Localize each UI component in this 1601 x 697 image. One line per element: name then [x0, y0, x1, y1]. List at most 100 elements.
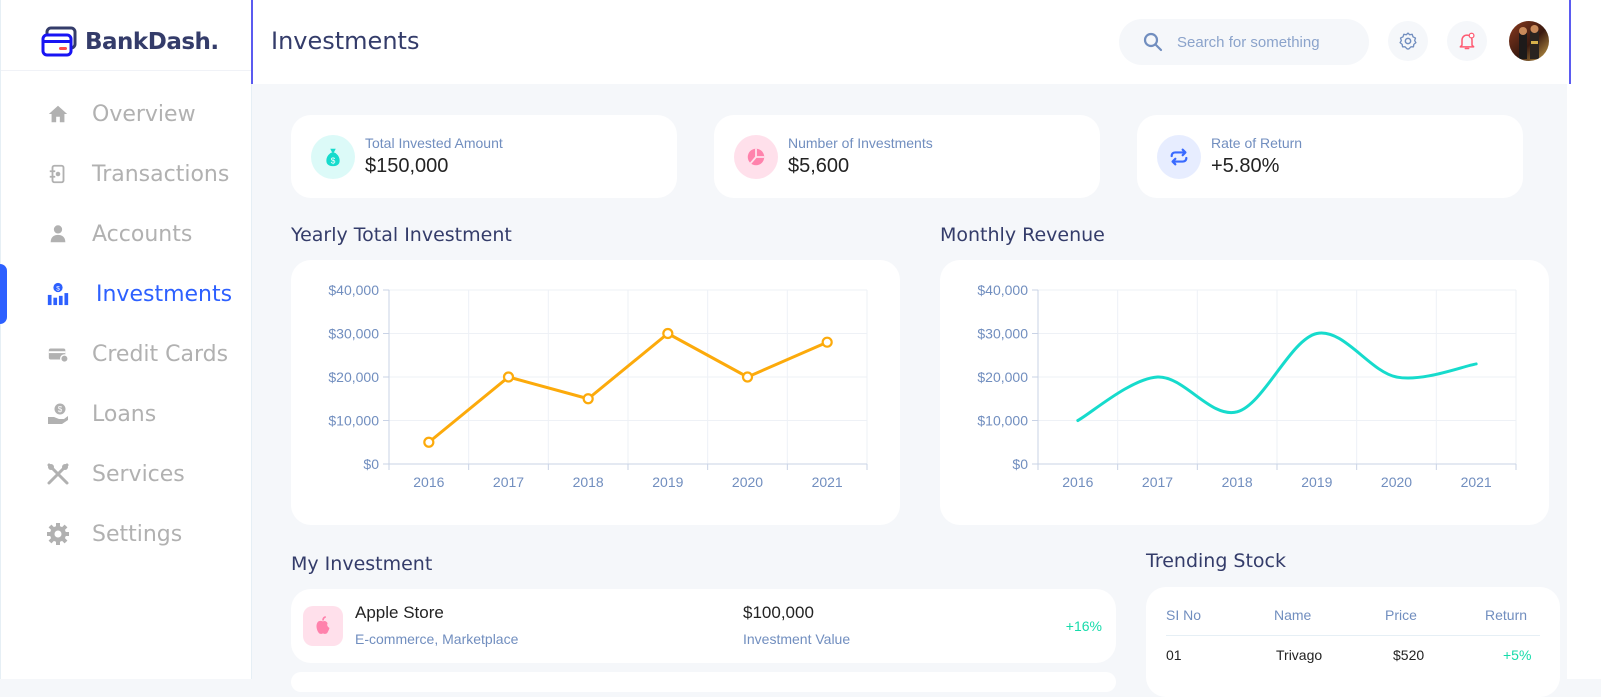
- loan-icon: $: [46, 402, 70, 426]
- sidebar-item-services[interactable]: Services: [1, 444, 251, 504]
- section-title-monthly: Monthly Revenue: [940, 224, 1105, 246]
- sidebar-item-label: Credit Cards: [92, 341, 229, 367]
- monthly-revenue-chart: $0 $10,000 $20,000 $30,000 $40,000 2016 2017 20…: [977, 282, 1517, 490]
- settings-icon: [46, 522, 70, 546]
- pie-chart-icon: [734, 134, 778, 179]
- sidebar-item-label: Loans: [92, 401, 157, 427]
- settings-button[interactable]: [1388, 21, 1428, 61]
- sidebar-item-label: Overview: [92, 101, 196, 127]
- apple-icon: [303, 606, 343, 646]
- search-input[interactable]: [1175, 32, 1359, 52]
- sidebar-item-overview[interactable]: Overview: [1, 84, 251, 144]
- x-tick-label: 2016: [413, 474, 444, 490]
- sidebar-item-accounts[interactable]: Accounts: [1, 204, 251, 264]
- section-title-my-investment: My Investment: [291, 553, 433, 575]
- stat-value: +5.80%: [1211, 155, 1280, 177]
- home-icon: [46, 102, 70, 126]
- x-tick-label: 2021: [1461, 474, 1492, 490]
- yearly-investment-chart-card: $0 $10,000 $20,000 $30,000 $40,000 2016 2017 20…: [291, 260, 900, 525]
- section-title-yearly: Yearly Total Investment: [291, 224, 512, 246]
- column-header-si-no: SI No: [1166, 607, 1202, 623]
- user-photo-icon: [1519, 25, 1539, 59]
- top-header: Investments: [251, 0, 1567, 84]
- money-bag-icon: $: [311, 134, 355, 179]
- investment-return: +16%: [1065, 618, 1102, 634]
- investment-name: Apple Store: [355, 603, 444, 622]
- sidebar-item-investments[interactable]: $ Investments: [0, 264, 251, 324]
- repeat-icon: [1157, 134, 1201, 179]
- user-icon: [46, 222, 70, 246]
- credit-card-icon: [46, 342, 70, 366]
- investment-category: E-commerce, Marketplace: [355, 631, 519, 647]
- sidebar-item-label: Accounts: [92, 221, 193, 247]
- data-point: [821, 336, 833, 348]
- sidebar-item-loans[interactable]: $ Loans: [1, 384, 251, 444]
- bell-icon: [1459, 32, 1475, 50]
- investment-value: $100,000: [743, 603, 814, 622]
- sidebar-item-label: Transactions: [92, 161, 230, 187]
- search-bar[interactable]: [1119, 19, 1369, 65]
- yearly-investment-chart: $0 $10,000 $20,000 $30,000 $40,000 2016 2017 20…: [328, 282, 868, 490]
- data-point: [741, 371, 754, 383]
- stat-card-number-of-investments: Number of Investments $5,600: [714, 115, 1100, 198]
- window-right-edge: [1567, 0, 1601, 679]
- sidebar-item-transactions[interactable]: Transactions: [1, 144, 251, 204]
- x-tick-label: 2017: [493, 474, 524, 490]
- y-tick-label: $10,000: [977, 413, 1028, 429]
- table-cell-name: Trivago: [1276, 647, 1323, 663]
- sidebar: BankDash. Overview Transactions Accounts…: [0, 0, 252, 679]
- y-tick-label: $0: [1012, 456, 1028, 472]
- svg-text:$: $: [58, 405, 63, 414]
- sidebar-item-label: Services: [92, 461, 185, 487]
- series-line: [1076, 331, 1478, 422]
- column-header-return: Return: [1485, 607, 1528, 623]
- series-line: [427, 332, 829, 444]
- svg-text:$: $: [331, 156, 336, 165]
- investment-row[interactable]: [291, 672, 1116, 692]
- services-icon: [46, 462, 70, 486]
- stat-card-rate-of-return: Rate of Return +5.80%: [1137, 115, 1523, 198]
- notifications-button[interactable]: [1447, 21, 1487, 61]
- stat-value: $150,000: [365, 155, 449, 177]
- table-cell-return: +5%: [1503, 647, 1532, 663]
- monthly-revenue-chart-card: $0 $10,000 $20,000 $30,000 $40,000 2016 2017 20…: [940, 260, 1549, 525]
- table-divider: [1166, 635, 1540, 636]
- x-tick-label: 2018: [1222, 474, 1253, 490]
- logo-text: BankDash.: [85, 29, 219, 55]
- window-accent-line: [1569, 0, 1571, 84]
- active-indicator: [0, 264, 7, 324]
- y-tick-label: $20,000: [977, 369, 1028, 385]
- x-tick-label: 2021: [812, 474, 843, 490]
- column-header-price: Price: [1385, 607, 1417, 623]
- trending-stock-table: SI No Name Price Return 01 Trivago $520 …: [1146, 587, 1560, 697]
- svg-text:$: $: [56, 285, 60, 292]
- investment-row[interactable]: Apple Store E-commerce, Marketplace $100…: [291, 589, 1116, 663]
- stat-card-total-invested: $ Total Invested Amount $150,000: [291, 115, 677, 198]
- x-tick-label: 2019: [1301, 474, 1332, 490]
- y-tick-label: $40,000: [328, 282, 379, 298]
- logo-divider: [1, 70, 251, 71]
- table-cell-price: $520: [1393, 647, 1425, 663]
- x-tick-label: 2020: [1381, 474, 1412, 490]
- investment-icon: $: [46, 282, 70, 306]
- column-header-name: Name: [1274, 607, 1312, 623]
- x-tick-label: 2016: [1062, 474, 1093, 490]
- avatar[interactable]: [1509, 21, 1549, 61]
- y-tick-label: $30,000: [328, 326, 379, 342]
- gear-icon: [1399, 32, 1417, 50]
- sidebar-item-credit-cards[interactable]: Credit Cards: [1, 324, 251, 384]
- x-tick-label: 2020: [732, 474, 763, 490]
- data-point: [582, 393, 594, 405]
- y-tick-label: $0: [363, 456, 379, 472]
- y-tick-label: $10,000: [328, 413, 379, 429]
- sidebar-item-settings[interactable]: Settings: [1, 504, 251, 564]
- stat-label: Number of Investments: [788, 135, 933, 151]
- sidebar-item-label: Investments: [96, 281, 233, 307]
- y-tick-label: $20,000: [328, 369, 379, 385]
- search-icon: [1143, 32, 1163, 52]
- data-point: [423, 436, 435, 448]
- page-title: Investments: [271, 27, 420, 55]
- table-cell-no: 01: [1166, 647, 1182, 663]
- sidebar-nav: Overview Transactions Accounts $ Investm…: [0, 84, 251, 564]
- logo[interactable]: BankDash.: [41, 26, 219, 58]
